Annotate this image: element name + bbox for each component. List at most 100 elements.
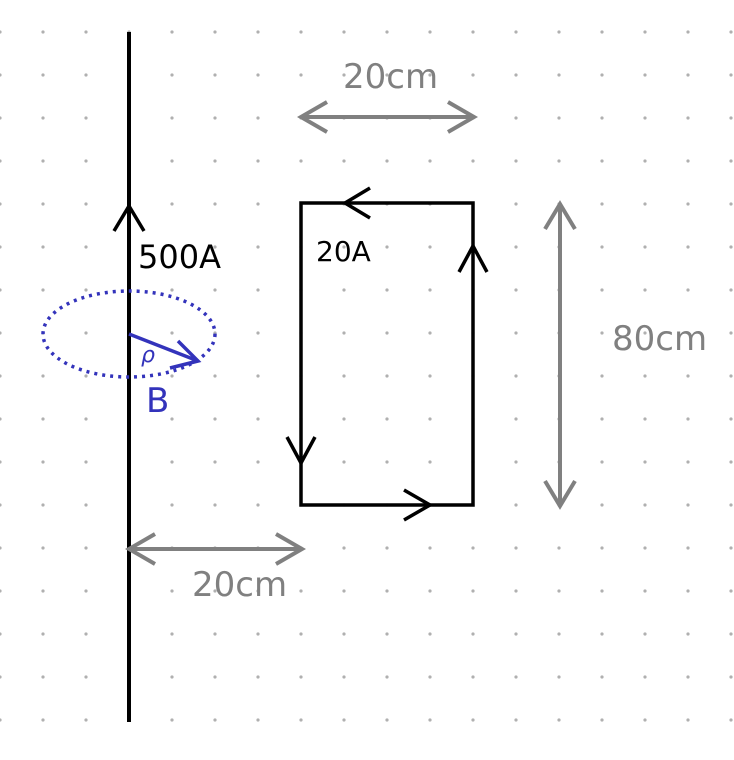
grid-dot bbox=[213, 202, 217, 206]
grid-dot bbox=[643, 159, 647, 163]
grid-dot bbox=[514, 546, 518, 550]
grid-dot bbox=[84, 718, 88, 722]
grid-dot bbox=[514, 632, 518, 636]
grid-dot bbox=[514, 30, 518, 34]
grid-dot bbox=[256, 245, 260, 249]
grid-dot bbox=[729, 116, 733, 120]
grid-dot bbox=[385, 417, 389, 421]
grid-dot bbox=[643, 116, 647, 120]
grid-dot bbox=[170, 30, 174, 34]
grid-dot bbox=[213, 374, 217, 378]
grid-dot bbox=[170, 159, 174, 163]
grid-dot bbox=[41, 159, 45, 163]
grid-dot bbox=[557, 632, 561, 636]
grid-dot bbox=[256, 589, 260, 593]
grid-dot bbox=[600, 374, 604, 378]
grid-dot bbox=[600, 632, 604, 636]
grid-dot bbox=[643, 417, 647, 421]
grid-dot bbox=[557, 159, 561, 163]
field-label: B bbox=[146, 381, 169, 421]
grid-dot bbox=[428, 159, 432, 163]
grid-dot bbox=[428, 675, 432, 679]
grid-dot bbox=[385, 331, 389, 335]
grid-dot bbox=[213, 675, 217, 679]
grid-dot bbox=[686, 675, 690, 679]
grid-dot bbox=[256, 30, 260, 34]
grid-dot bbox=[643, 288, 647, 292]
grid-dot bbox=[0, 159, 2, 163]
grid-dot bbox=[256, 159, 260, 163]
grid-dot bbox=[557, 546, 561, 550]
grid-dot bbox=[41, 503, 45, 507]
grid-dot bbox=[471, 675, 475, 679]
grid-dot bbox=[41, 417, 45, 421]
loop-current-label: 20A bbox=[316, 235, 371, 268]
grid-dot bbox=[299, 589, 303, 593]
grid-dot bbox=[428, 288, 432, 292]
grid-dot bbox=[514, 675, 518, 679]
grid-dot bbox=[213, 245, 217, 249]
dimension-arrow-left bbox=[296, 100, 328, 134]
grid-dot bbox=[84, 30, 88, 34]
grid-dot bbox=[256, 116, 260, 120]
wire-current-arrow bbox=[112, 202, 146, 232]
grid-dot bbox=[686, 460, 690, 464]
grid-dot bbox=[686, 245, 690, 249]
grid-dot bbox=[385, 589, 389, 593]
grid-dot bbox=[213, 159, 217, 163]
grid-dot bbox=[729, 73, 733, 77]
top-width-label: 20cm bbox=[343, 57, 438, 97]
grid-dot bbox=[256, 374, 260, 378]
grid-dot bbox=[428, 632, 432, 636]
grid-dot bbox=[729, 718, 733, 722]
grid-dot bbox=[0, 245, 2, 249]
grid-dot bbox=[84, 116, 88, 120]
grid-dot bbox=[213, 73, 217, 77]
grid-dot bbox=[686, 718, 690, 722]
grid-dot bbox=[729, 460, 733, 464]
wire-current-label: 500A bbox=[138, 238, 221, 276]
grid-dot bbox=[256, 288, 260, 292]
grid-dot bbox=[84, 73, 88, 77]
grid-dot bbox=[84, 417, 88, 421]
grid-dot bbox=[686, 30, 690, 34]
grid-dot bbox=[213, 30, 217, 34]
grid-dot bbox=[342, 589, 346, 593]
grid-dot bbox=[41, 546, 45, 550]
loop-rect bbox=[299, 201, 475, 507]
grid-dot bbox=[600, 288, 604, 292]
dimension-arrow-right bbox=[447, 100, 479, 134]
grid-dot bbox=[643, 73, 647, 77]
loop-arrow-right bbox=[457, 242, 489, 273]
grid-dot bbox=[256, 632, 260, 636]
grid-dot bbox=[256, 718, 260, 722]
radius-label: ρ bbox=[141, 343, 155, 368]
grid-dot bbox=[385, 546, 389, 550]
grid-dot bbox=[41, 30, 45, 34]
grid-dot bbox=[256, 675, 260, 679]
grid-dot bbox=[600, 202, 604, 206]
grid-dot bbox=[170, 503, 174, 507]
grid-dot bbox=[385, 718, 389, 722]
grid-dot bbox=[84, 202, 88, 206]
grid-dot bbox=[643, 30, 647, 34]
grid-dot bbox=[643, 589, 647, 593]
straight-wire bbox=[112, 32, 146, 722]
grid-dot bbox=[686, 288, 690, 292]
grid-dot bbox=[0, 675, 2, 679]
grid-dot bbox=[729, 417, 733, 421]
grid-dot bbox=[428, 374, 432, 378]
grid-dot bbox=[428, 73, 432, 77]
grid-dot bbox=[299, 675, 303, 679]
grid-dot bbox=[729, 589, 733, 593]
dimension-arrow-right bbox=[275, 532, 307, 566]
grid-dot bbox=[729, 30, 733, 34]
grid-dot bbox=[256, 503, 260, 507]
grid-dot bbox=[0, 73, 2, 77]
grid-dot bbox=[299, 159, 303, 163]
grid-dot bbox=[600, 675, 604, 679]
grid-dot bbox=[643, 718, 647, 722]
grid-dot bbox=[385, 245, 389, 249]
grid-dot bbox=[729, 546, 733, 550]
grid-dot bbox=[686, 632, 690, 636]
